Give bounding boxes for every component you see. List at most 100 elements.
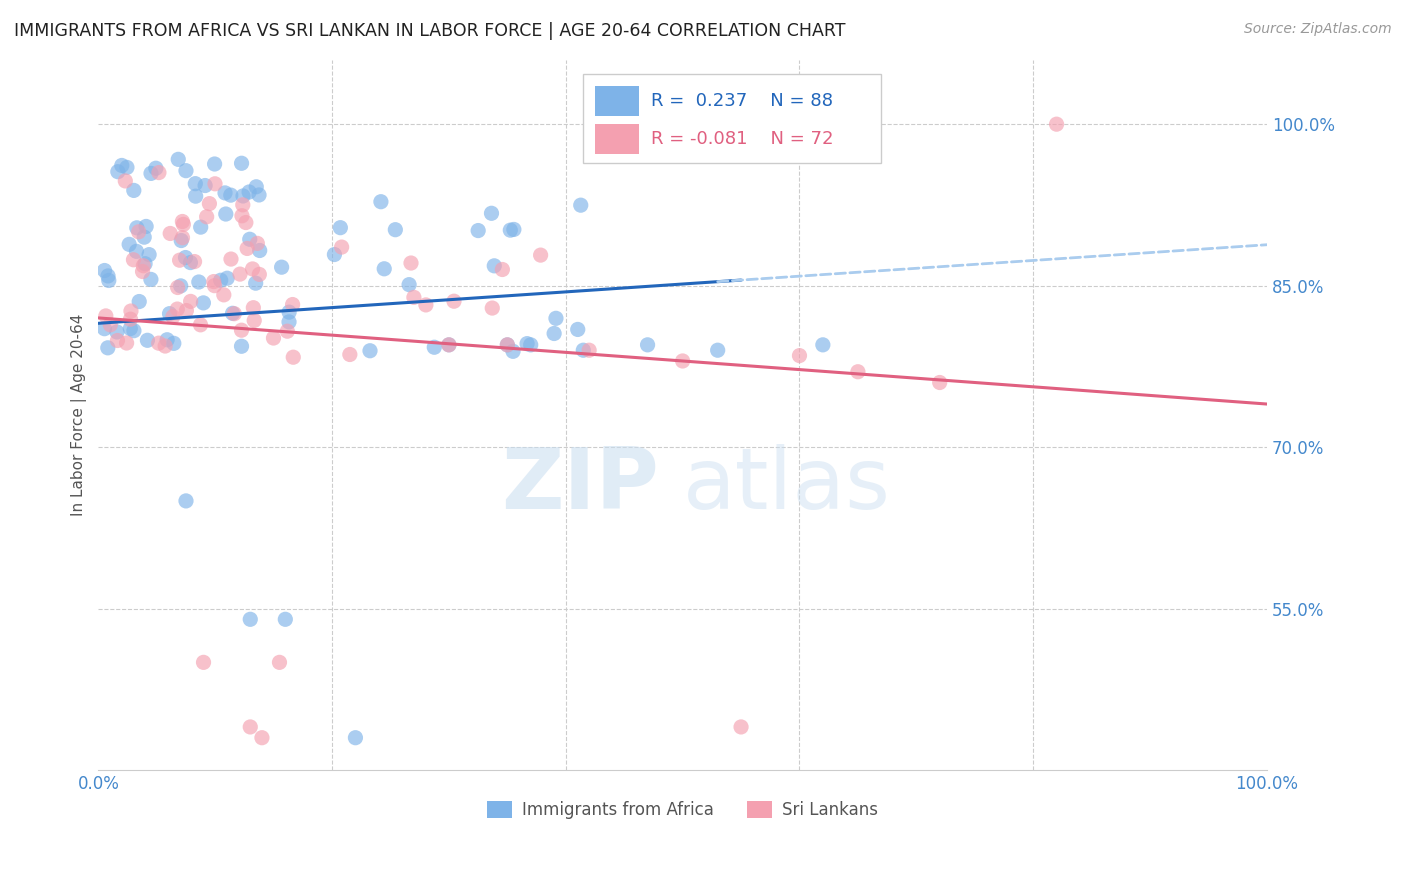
- Point: [98, 318, 121, 332]
- Point: [437, 338, 460, 352]
- Point: [402, 290, 425, 304]
- Point: [415, 298, 437, 312]
- Text: R =  0.237    N = 88: R = 0.237 N = 88: [651, 92, 834, 110]
- Text: Source: ZipAtlas.com: Source: ZipAtlas.com: [1244, 22, 1392, 37]
- Point: [170, 234, 193, 248]
- Point: [114, 174, 136, 188]
- Point: [179, 255, 201, 269]
- Point: [229, 267, 252, 281]
- Point: [344, 731, 367, 745]
- Point: [370, 194, 392, 209]
- Point: [278, 315, 301, 329]
- Point: [172, 214, 194, 228]
- Point: [246, 236, 269, 251]
- Point: [134, 257, 156, 271]
- Point: [672, 354, 695, 368]
- Point: [1045, 117, 1067, 131]
- Point: [184, 189, 207, 203]
- Point: [221, 306, 243, 320]
- Point: [399, 256, 422, 270]
- Point: [128, 294, 150, 309]
- Point: [373, 261, 395, 276]
- Point: [437, 338, 460, 352]
- Point: [128, 225, 150, 239]
- Point: [122, 183, 145, 197]
- Point: [231, 339, 253, 353]
- Text: IMMIGRANTS FROM AFRICA VS SRI LANKAN IN LABOR FORCE | AGE 20-64 CORRELATION CHAR: IMMIGRANTS FROM AFRICA VS SRI LANKAN IN …: [14, 22, 845, 40]
- Point: [194, 178, 217, 193]
- Point: [148, 336, 170, 351]
- Point: [198, 196, 221, 211]
- Point: [172, 230, 194, 244]
- Point: [131, 264, 153, 278]
- Point: [263, 331, 285, 345]
- Point: [811, 338, 834, 352]
- Point: [187, 275, 209, 289]
- Point: [122, 252, 145, 267]
- Point: [162, 310, 184, 324]
- Point: [111, 158, 134, 172]
- Point: [132, 259, 155, 273]
- Point: [118, 237, 141, 252]
- Point: [239, 232, 262, 246]
- Point: [569, 198, 592, 212]
- Point: [209, 273, 232, 287]
- Point: [543, 326, 565, 341]
- FancyBboxPatch shape: [583, 74, 882, 162]
- Point: [249, 244, 271, 258]
- Point: [156, 333, 179, 347]
- Point: [236, 242, 259, 256]
- Point: [578, 343, 600, 358]
- Point: [637, 338, 659, 352]
- Point: [481, 206, 503, 220]
- Point: [243, 313, 266, 327]
- Point: [242, 262, 264, 277]
- Point: [502, 344, 524, 359]
- Point: [499, 223, 522, 237]
- Point: [928, 376, 950, 390]
- Point: [789, 349, 811, 363]
- Point: [330, 240, 353, 254]
- Point: [384, 223, 406, 237]
- FancyBboxPatch shape: [595, 124, 640, 154]
- Point: [491, 262, 513, 277]
- Point: [120, 304, 142, 318]
- Point: [138, 247, 160, 261]
- Point: [215, 207, 238, 221]
- Point: [97, 268, 120, 283]
- Point: [204, 278, 226, 293]
- Point: [105, 325, 128, 339]
- Point: [544, 311, 567, 326]
- Point: [148, 165, 170, 179]
- Point: [94, 309, 117, 323]
- Point: [153, 339, 176, 353]
- Point: [139, 272, 162, 286]
- Point: [235, 215, 257, 229]
- Point: [224, 307, 246, 321]
- Text: R = -0.081    N = 72: R = -0.081 N = 72: [651, 130, 834, 148]
- Point: [204, 177, 226, 191]
- Point: [269, 656, 291, 670]
- Point: [184, 177, 207, 191]
- Point: [93, 321, 115, 335]
- Point: [107, 334, 129, 348]
- Point: [323, 247, 346, 261]
- Point: [135, 219, 157, 234]
- Point: [167, 153, 190, 167]
- Point: [190, 318, 212, 332]
- Point: [163, 336, 186, 351]
- Point: [496, 338, 519, 352]
- Point: [125, 220, 148, 235]
- Point: [516, 336, 538, 351]
- Point: [145, 161, 167, 176]
- Y-axis label: In Labor Force | Age 20-64: In Labor Force | Age 20-64: [72, 314, 87, 516]
- Point: [329, 220, 352, 235]
- Point: [174, 251, 197, 265]
- Point: [195, 210, 218, 224]
- Point: [125, 244, 148, 259]
- Point: [166, 301, 188, 316]
- Point: [122, 324, 145, 338]
- Point: [169, 253, 191, 268]
- Text: ZIP: ZIP: [502, 444, 659, 527]
- Point: [519, 338, 541, 352]
